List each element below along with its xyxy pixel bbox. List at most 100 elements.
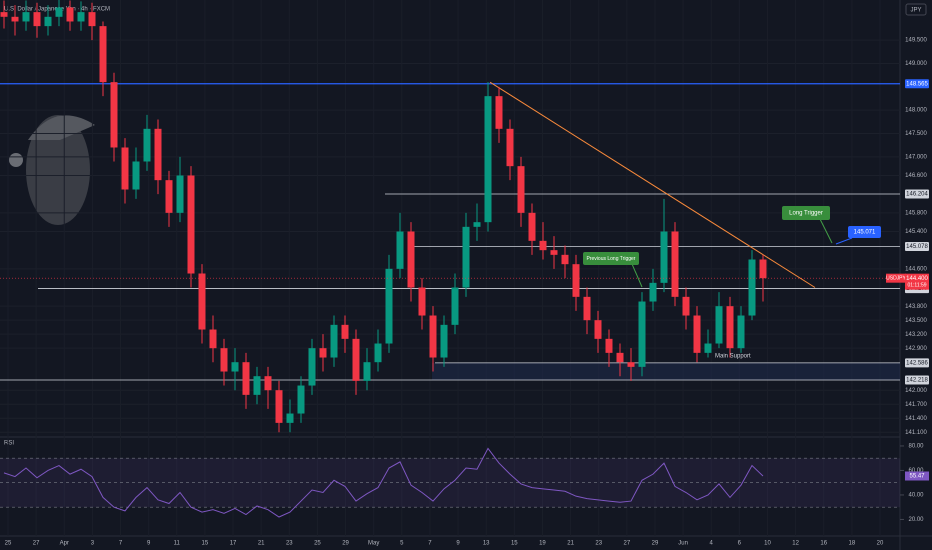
currency[interactable]: JPY [910, 8, 921, 14]
rsi-title: RSI [4, 441, 14, 447]
candle-body [88, 12, 96, 27]
candle-body [44, 16, 52, 27]
candle-body [66, 7, 74, 22]
candle-body [77, 12, 85, 22]
candle-body [572, 264, 580, 297]
level-label-bg [905, 375, 929, 385]
candle-body [253, 376, 261, 395]
rsi-value: 55.47 [909, 474, 925, 480]
x-tick-label: 25 [5, 541, 12, 547]
level-label-bg [905, 242, 929, 252]
candle-body [165, 180, 173, 213]
x-tick-label: 17 [230, 541, 237, 547]
candle-body [209, 329, 217, 349]
rsi-tick-label: 20.00 [908, 517, 924, 523]
callout-text: Long Trigger [789, 211, 823, 217]
candle-body [748, 259, 756, 316]
y-tick-label: 149.500 [905, 38, 927, 44]
x-tick-label: 15 [511, 541, 518, 547]
candle-body [352, 338, 360, 381]
symbol-label-bg [886, 273, 906, 283]
y-tick-label: 142.900 [905, 346, 927, 352]
currency-box[interactable] [905, 3, 927, 16]
x-tick-label: 23 [595, 541, 602, 547]
candle-body [451, 287, 459, 325]
candle-body [396, 231, 404, 269]
level-label: 142.586 [906, 360, 928, 366]
candle-body [594, 320, 602, 339]
callout [583, 252, 639, 265]
x-tick-label: 27 [623, 541, 630, 547]
candle-body [671, 231, 679, 297]
candle-body [605, 338, 613, 353]
candle-body [638, 301, 646, 367]
callout-text: 145.071 [854, 230, 876, 236]
callout-text: Previous Long Trigger [587, 256, 636, 262]
x-tick-label: 12 [792, 541, 799, 547]
y-tick-label: 147.000 [905, 154, 927, 160]
level-label-bg [905, 79, 929, 89]
callout-pointer [835, 237, 853, 245]
candle-body [176, 175, 184, 213]
last-price-label: 144.400 [906, 276, 928, 282]
candle-body [297, 385, 305, 414]
candle-body [528, 212, 536, 241]
candle-body [33, 12, 41, 27]
annotation-text: Main Support [715, 354, 751, 360]
y-tick-label: 143.200 [905, 332, 927, 338]
y-tick-label: 141.400 [905, 416, 927, 422]
candle-body [473, 222, 481, 227]
x-tick-label: 19 [539, 541, 546, 547]
trendline [489, 81, 816, 288]
candle-body [132, 161, 140, 190]
rsi-tick-label: 80.00 [908, 444, 924, 450]
y-tick-label: 143.800 [905, 304, 927, 310]
x-tick-label: 23 [286, 541, 293, 547]
y-tick-label: 141.100 [905, 430, 927, 436]
candle-body [759, 259, 767, 279]
callout-pointer [819, 218, 833, 244]
candle-body [385, 268, 393, 344]
rsi-line [3, 447, 764, 518]
level-label: 142.218 [906, 378, 928, 384]
x-tick-label: 10 [764, 541, 771, 547]
candle-body [275, 390, 283, 423]
candle-body [583, 296, 591, 321]
x-tick-label: 21 [258, 541, 265, 547]
candle-body [682, 296, 690, 316]
candle-body [286, 413, 294, 423]
candle-body [154, 128, 162, 181]
x-tick-label: 20 [877, 541, 884, 547]
y-tick-label: 141.700 [905, 402, 927, 408]
x-tick-label: Apr [60, 541, 69, 547]
candle-body [110, 82, 118, 148]
level-label: 146.204 [906, 192, 928, 198]
level-label: 148.565 [906, 81, 928, 87]
y-tick-label: 143.500 [905, 318, 927, 324]
countdown: 01:11:59 [907, 283, 926, 289]
y-tick-label: 149.000 [905, 61, 927, 67]
x-tick-label: 6 [738, 541, 742, 547]
candle-body [330, 324, 338, 358]
x-tick-label: 29 [342, 541, 349, 547]
candle-body [627, 362, 635, 367]
candle-body [121, 147, 129, 190]
rsi-value-bg [905, 471, 929, 481]
y-tick-label: 148.000 [905, 108, 927, 114]
candle-body [429, 315, 437, 358]
x-tick-label: 4 [710, 541, 714, 547]
candle-body [440, 324, 448, 358]
candle-body [715, 306, 723, 344]
y-tick-label: 147.500 [905, 131, 927, 137]
candle-body [374, 343, 382, 363]
x-tick-label: 29 [652, 541, 659, 547]
candle-body [341, 324, 349, 339]
candle-body [319, 348, 327, 358]
rsi-tick-label: 40.00 [908, 493, 924, 499]
x-tick-label: 7 [119, 541, 123, 547]
level-label-bg [905, 189, 929, 199]
candle-body [231, 362, 239, 372]
candle-body [517, 166, 525, 213]
level-label-bg [905, 358, 929, 368]
